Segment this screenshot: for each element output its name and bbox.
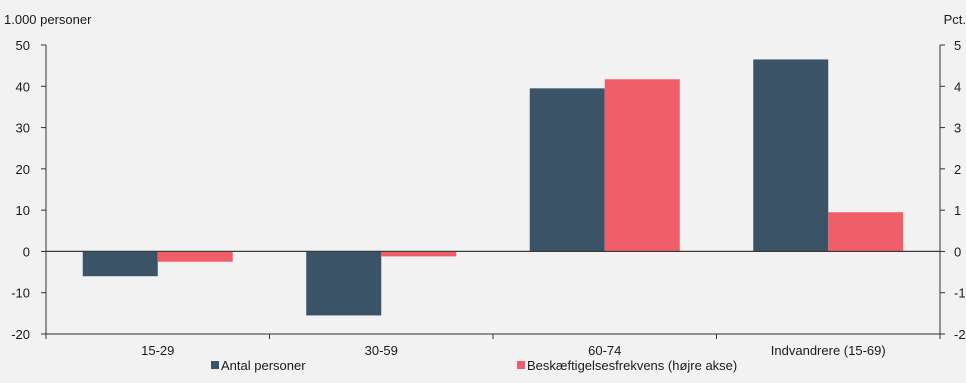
right-tick-label: 1 [954, 203, 961, 218]
left-tick-label: -10 [11, 286, 30, 301]
x-tick-label: Indvandrere (15-69) [771, 343, 886, 358]
right-tick-label: 0 [954, 244, 961, 259]
legend-swatch [517, 361, 525, 369]
x-tick-label: 60-74 [588, 343, 621, 358]
right-tick-label: 3 [954, 121, 961, 136]
legend: Antal personer Beskæftigelsesfrekvens (hø… [211, 358, 737, 373]
bar-antal-personer [306, 251, 382, 316]
bar-beskaeftigelsesfrekvens [381, 251, 457, 257]
left-tick-label: 10 [16, 203, 30, 218]
left-tick-label: 40 [16, 79, 30, 94]
bars [46, 59, 940, 316]
legend-label: Antal personer [221, 358, 306, 373]
right-tick-label: 2 [954, 162, 961, 177]
bar-antal-personer [753, 59, 829, 252]
right-tick-label: 4 [954, 79, 961, 94]
left-tick-label: 30 [16, 121, 30, 136]
right-tick-label: -1 [954, 286, 966, 301]
bar-beskaeftigelsesfrekvens [157, 251, 233, 262]
bar-beskaeftigelsesfrekvens [828, 212, 904, 252]
left-tick-label: 20 [16, 162, 30, 177]
right-axis-unit: Pct. [944, 12, 966, 27]
x-tick-label: 30-59 [365, 343, 398, 358]
left-axis-unit: 1.000 personer [4, 12, 92, 27]
left-tick-label: 0 [23, 244, 30, 259]
x-tick-label: 15-29 [141, 343, 174, 358]
bar-antal-personer [82, 251, 158, 277]
right-tick-label: -2 [954, 327, 966, 342]
left-tick-label: -20 [11, 327, 30, 342]
legend-swatch [211, 361, 219, 369]
x-tick-labels: 15-29 30-59 60-74 Indvandrere (15-69) [141, 343, 886, 358]
bar-beskaeftigelsesfrekvens [604, 79, 680, 252]
legend-label: Beskæftigelsesfrekvens (højre akse) [527, 358, 737, 373]
right-tick-label: 5 [954, 38, 961, 53]
bar-antal-personer [529, 88, 605, 252]
left-tick-label: 50 [16, 38, 30, 53]
